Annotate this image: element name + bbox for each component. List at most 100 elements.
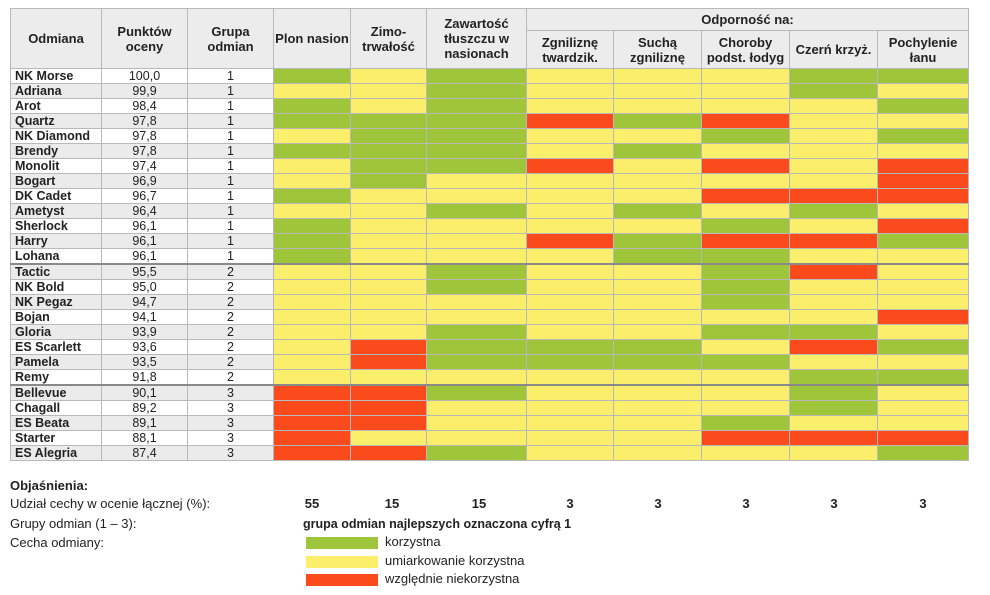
rating-cell-winter-hardiness	[350, 339, 427, 355]
rating-cell-stem-disease	[701, 113, 790, 129]
variety-points: 87,4	[101, 445, 188, 461]
rating-cell-yield	[273, 294, 351, 310]
rating-cell-fat-content	[426, 83, 527, 99]
header-lodging: Pochylenie łanu	[876, 30, 970, 69]
rating-cell-sclerotinia	[526, 173, 614, 189]
rating-cell-fat-content	[426, 188, 527, 204]
rating-cell-lodging	[876, 339, 970, 355]
variety-name: ES Alegria	[10, 445, 102, 461]
variety-name: Ametyst	[10, 203, 102, 219]
rating-cell-dry-wilt	[613, 248, 702, 265]
rating-cell-lodging	[876, 83, 970, 99]
rating-cell-sclerotinia	[526, 233, 614, 249]
rating-cell-fat-content	[426, 279, 527, 295]
rating-cell-sclerotinia	[526, 415, 614, 431]
rating-cell-dry-wilt	[613, 309, 702, 325]
rating-cell-alternaria	[789, 233, 878, 249]
variety-group: 1	[187, 128, 274, 144]
variety-name: DK Cadet	[10, 188, 102, 204]
variety-points: 95,5	[101, 263, 188, 280]
rating-cell-lodging	[876, 203, 970, 219]
table-row: Gloria 93,9 2	[10, 324, 970, 340]
variety-group: 1	[187, 203, 274, 219]
rating-cell-dry-wilt	[613, 294, 702, 310]
variety-points: 100,0	[101, 68, 188, 84]
variety-group: 1	[187, 83, 274, 99]
rating-cell-dry-wilt	[613, 218, 702, 234]
variety-group: 2	[187, 369, 274, 386]
rating-cell-yield	[273, 128, 351, 144]
rating-cell-winter-hardiness	[350, 218, 427, 234]
rating-cell-stem-disease	[701, 158, 790, 174]
rating-cell-stem-disease	[701, 369, 790, 386]
variety-name: Starter	[10, 430, 102, 446]
header-points: Punktów oceny	[101, 8, 188, 69]
rating-cell-sclerotinia	[526, 384, 614, 401]
rating-cell-alternaria	[789, 83, 878, 99]
variety-name: Bellevue	[10, 384, 102, 401]
variety-group: 1	[187, 158, 274, 174]
variety-points: 91,8	[101, 369, 188, 386]
rating-cell-winter-hardiness	[350, 354, 427, 370]
variety-points: 96,7	[101, 188, 188, 204]
rating-cell-dry-wilt	[613, 188, 702, 204]
variety-group: 1	[187, 233, 274, 249]
table-row: NK Pegaz 94,7 2	[10, 294, 970, 310]
rating-cell-fat-content	[426, 128, 527, 144]
rating-cell-yield	[273, 339, 351, 355]
rating-cell-stem-disease	[701, 263, 790, 280]
header-sclerotinia: Zgniliznę twardzik.	[526, 30, 614, 69]
table-row: NK Diamond 97,8 1	[10, 128, 970, 144]
variety-name: ES Scarlett	[10, 339, 102, 355]
rating-cell-lodging	[876, 248, 970, 265]
rating-cell-fat-content	[426, 369, 527, 386]
rating-cell-yield	[273, 309, 351, 325]
rating-cell-fat-content	[426, 113, 527, 129]
rating-cell-alternaria	[789, 279, 878, 295]
rating-cell-fat-content	[426, 263, 527, 280]
variety-points: 98,4	[101, 98, 188, 114]
rating-cell-dry-wilt	[613, 430, 702, 446]
rating-cell-alternaria	[789, 294, 878, 310]
rating-cell-dry-wilt	[613, 83, 702, 99]
variety-points: 93,6	[101, 339, 188, 355]
header-alternaria: Czerń krzyż.	[789, 30, 878, 69]
rating-cell-winter-hardiness	[350, 400, 427, 416]
rating-cell-winter-hardiness	[350, 173, 427, 189]
rating-cell-sclerotinia	[526, 188, 614, 204]
rating-cell-sclerotinia	[526, 248, 614, 265]
variety-name: Chagall	[10, 400, 102, 416]
rating-cell-yield	[273, 400, 351, 416]
rating-cell-alternaria	[789, 369, 878, 386]
share-value: 3	[654, 496, 662, 511]
rating-cell-lodging	[876, 415, 970, 431]
rating-cell-stem-disease	[701, 233, 790, 249]
rating-cell-fat-content	[426, 339, 527, 355]
rating-cell-sclerotinia	[526, 309, 614, 325]
rating-cell-dry-wilt	[613, 400, 702, 416]
variety-group: 2	[187, 294, 274, 310]
table-row: Tactic 95,5 2	[10, 263, 970, 280]
share-value: 3	[742, 496, 750, 511]
variety-group: 2	[187, 309, 274, 325]
rating-cell-lodging	[876, 158, 970, 174]
rating-cell-dry-wilt	[613, 354, 702, 370]
variety-points: 97,4	[101, 158, 188, 174]
rating-cell-winter-hardiness	[350, 445, 427, 461]
rating-cell-fat-content	[426, 354, 527, 370]
legend-swatch-moderate	[306, 556, 378, 568]
share-label: Udział cechy w ocenie łącznej (%):	[10, 496, 211, 511]
legend-swatch-favorable	[306, 537, 378, 549]
rating-cell-sclerotinia	[526, 203, 614, 219]
rating-cell-yield	[273, 98, 351, 114]
groups-label: Grupy odmian (1 – 3):	[10, 516, 137, 531]
rating-cell-alternaria	[789, 248, 878, 265]
rating-cell-alternaria	[789, 400, 878, 416]
rating-cell-fat-content	[426, 233, 527, 249]
variety-points: 93,9	[101, 324, 188, 340]
variety-points: 89,2	[101, 400, 188, 416]
variety-group: 3	[187, 415, 274, 431]
variety-group: 1	[187, 143, 274, 159]
rating-cell-lodging	[876, 354, 970, 370]
rating-cell-dry-wilt	[613, 173, 702, 189]
